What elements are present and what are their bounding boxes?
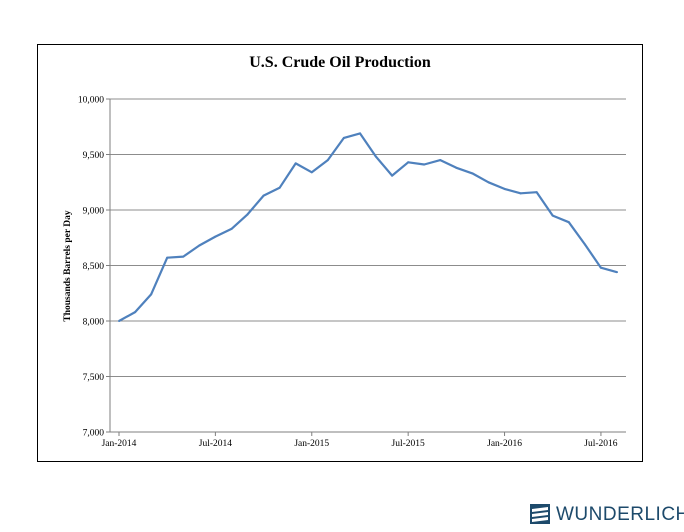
data-point xyxy=(342,136,345,139)
data-point xyxy=(182,255,185,258)
data-point xyxy=(616,271,618,274)
data-point xyxy=(278,186,281,189)
data-point xyxy=(487,181,490,184)
x-tick-label: Jul-2014 xyxy=(199,439,233,449)
data-point xyxy=(471,172,474,175)
data-point xyxy=(535,191,538,194)
data-point xyxy=(118,320,120,322)
data-point xyxy=(310,171,313,174)
data-point xyxy=(294,162,297,165)
data-point xyxy=(166,256,169,259)
data-point xyxy=(599,266,602,269)
data-point xyxy=(567,221,570,224)
x-tick-label: Jan-2016 xyxy=(487,439,522,449)
data-point xyxy=(150,293,153,296)
chart-title: U.S. Crude Oil Production xyxy=(249,54,431,71)
y-tick-label: 8,500 xyxy=(83,262,105,272)
data-point xyxy=(246,213,249,216)
gridlines xyxy=(110,98,626,377)
data-point xyxy=(519,192,522,195)
y-tick-labels: 7,000 7,500 8,000 8,500 9,000 9,500 10,000 xyxy=(78,96,110,439)
data-point xyxy=(455,166,458,169)
brand-name: WUNDERLICH xyxy=(556,503,684,525)
x-tick-label: Jul-2015 xyxy=(392,439,426,449)
y-tick-label: 9,500 xyxy=(83,151,105,161)
data-point xyxy=(358,132,361,135)
data-point xyxy=(230,227,233,230)
data-point xyxy=(407,161,410,164)
data-point xyxy=(262,194,265,197)
data-point xyxy=(375,155,378,158)
data-point xyxy=(198,244,201,247)
y-tick-label: 9,000 xyxy=(83,207,105,217)
series-group xyxy=(118,132,618,322)
chart-frame xyxy=(37,44,643,462)
y-tick-label: 7,000 xyxy=(83,429,105,439)
data-point xyxy=(326,159,329,162)
y-tick-label: 7,500 xyxy=(83,373,105,383)
data-point xyxy=(134,311,137,314)
brand-logo: WUNDERLICH xyxy=(530,502,684,526)
data-point xyxy=(583,243,586,246)
wunderlich-logo-icon xyxy=(530,504,550,524)
x-tick-labels: Jan-2014 Jul-2014 Jan-2015 Jul-2015 Jan-2016… xyxy=(102,432,618,449)
data-point xyxy=(439,159,442,162)
x-tick-label: Jan-2015 xyxy=(294,439,329,449)
x-tick-label: Jan-2014 xyxy=(102,439,137,449)
y-tick-label: 8,000 xyxy=(83,318,105,328)
data-point xyxy=(214,235,217,238)
y-tick-label: 10,000 xyxy=(78,96,104,106)
data-point xyxy=(391,174,394,177)
data-point xyxy=(423,163,426,166)
y-axis-title: Thousands Barrels per Day xyxy=(63,210,73,322)
series-line xyxy=(118,132,618,322)
data-point xyxy=(503,187,506,190)
data-point xyxy=(551,214,554,217)
x-tick-label: Jul-2016 xyxy=(584,439,618,449)
